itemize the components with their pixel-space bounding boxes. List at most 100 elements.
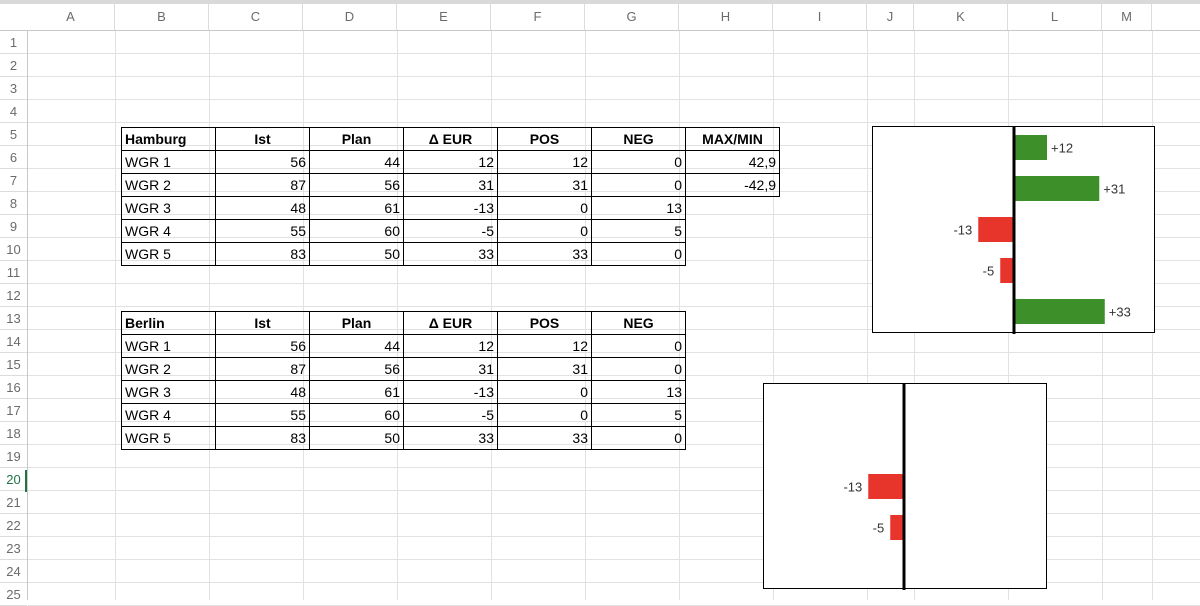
row-header-21[interactable]: 21 <box>0 491 27 514</box>
row-header-15[interactable]: 15 <box>0 353 27 376</box>
row-header-5[interactable]: 5 <box>0 123 27 146</box>
cell-min[interactable]: -42,9 <box>685 173 780 197</box>
cell-label[interactable]: WGR 5 <box>121 242 216 266</box>
header-max-min[interactable]: MAX/MIN <box>685 127 780 151</box>
empty-cell[interactable] <box>686 243 780 266</box>
cell-pos[interactable]: 31 <box>497 357 592 381</box>
cell-pos[interactable]: 0 <box>497 196 592 220</box>
column-header-a[interactable]: A <box>27 4 115 30</box>
cell-delta-eur[interactable]: 12 <box>403 334 498 358</box>
cell-plan[interactable]: 61 <box>309 380 404 404</box>
row-header-17[interactable]: 17 <box>0 399 27 422</box>
header-delta-eur[interactable]: Δ EUR <box>403 311 498 335</box>
row-header-13[interactable]: 13 <box>0 307 27 330</box>
cell-delta-eur[interactable]: -13 <box>403 380 498 404</box>
row-header-18[interactable]: 18 <box>0 422 27 445</box>
header-plan[interactable]: Plan <box>309 311 404 335</box>
hamburg-deviation-chart[interactable]: +12 +31 -13 -5 +33 <box>872 126 1155 334</box>
empty-cell[interactable] <box>686 197 780 220</box>
cell-delta-eur[interactable]: -13 <box>403 196 498 220</box>
column-header-k[interactable]: K <box>914 4 1008 30</box>
header-ist[interactable]: Ist <box>215 127 310 151</box>
cell-label[interactable]: WGR 4 <box>121 219 216 243</box>
cell-ist[interactable]: 55 <box>215 403 310 427</box>
cell-delta-eur[interactable]: -5 <box>403 219 498 243</box>
column-header-m[interactable]: M <box>1102 4 1152 30</box>
header-plan[interactable]: Plan <box>309 127 404 151</box>
header-neg[interactable]: NEG <box>591 127 686 151</box>
cell-ist[interactable]: 56 <box>215 334 310 358</box>
cell-pos[interactable]: 12 <box>497 334 592 358</box>
cell-neg[interactable]: 13 <box>591 196 686 220</box>
cell-pos[interactable]: 12 <box>497 150 592 174</box>
row-header-19[interactable]: 19 <box>0 445 27 468</box>
cell-neg[interactable]: 0 <box>591 242 686 266</box>
cell-ist[interactable]: 48 <box>215 380 310 404</box>
cell-neg[interactable]: 0 <box>591 173 686 197</box>
row-header-7[interactable]: 7 <box>0 169 27 192</box>
row-header-23[interactable]: 23 <box>0 537 27 560</box>
column-header-i[interactable]: I <box>773 4 867 30</box>
cell-label[interactable]: WGR 2 <box>121 357 216 381</box>
cell-label[interactable]: WGR 5 <box>121 426 216 450</box>
column-header-c[interactable]: C <box>209 4 303 30</box>
cell-neg[interactable]: 0 <box>591 426 686 450</box>
cell-label[interactable]: WGR 1 <box>121 150 216 174</box>
row-header-24[interactable]: 24 <box>0 560 27 583</box>
cell-delta-eur[interactable]: 33 <box>403 242 498 266</box>
cell-pos[interactable]: 33 <box>497 242 592 266</box>
cell-pos[interactable]: 33 <box>497 426 592 450</box>
cell-plan[interactable]: 60 <box>309 403 404 427</box>
header-ist[interactable]: Ist <box>215 311 310 335</box>
row-header-14[interactable]: 14 <box>0 330 27 353</box>
row-header-25[interactable]: 25 <box>0 583 27 606</box>
table-title-hamburg[interactable]: Hamburg <box>121 127 216 151</box>
cell-plan[interactable]: 50 <box>309 242 404 266</box>
cell-ist[interactable]: 87 <box>215 173 310 197</box>
cell-ist[interactable]: 87 <box>215 357 310 381</box>
header-pos[interactable]: POS <box>497 127 592 151</box>
row-header-6[interactable]: 6 <box>0 146 27 169</box>
row-header-22[interactable]: 22 <box>0 514 27 537</box>
column-header-f[interactable]: F <box>491 4 585 30</box>
row-header-12[interactable]: 12 <box>0 284 27 307</box>
cell-plan[interactable]: 61 <box>309 196 404 220</box>
column-header-b[interactable]: B <box>115 4 209 30</box>
row-header-9[interactable]: 9 <box>0 215 27 238</box>
row-header-11[interactable]: 11 <box>0 261 27 284</box>
cell-delta-eur[interactable]: 33 <box>403 426 498 450</box>
cell-pos[interactable]: 0 <box>497 219 592 243</box>
column-header-g[interactable]: G <box>585 4 679 30</box>
row-header-4[interactable]: 4 <box>0 100 27 123</box>
cell-ist[interactable]: 83 <box>215 242 310 266</box>
header-neg[interactable]: NEG <box>591 311 686 335</box>
cell-pos[interactable]: 0 <box>497 380 592 404</box>
row-header-8[interactable]: 8 <box>0 192 27 215</box>
cell-delta-eur[interactable]: 12 <box>403 150 498 174</box>
cell-plan[interactable]: 44 <box>309 334 404 358</box>
cell-neg[interactable]: 0 <box>591 357 686 381</box>
cell-max[interactable]: 42,9 <box>685 150 780 174</box>
cell-label[interactable]: WGR 1 <box>121 334 216 358</box>
cell-label[interactable]: WGR 2 <box>121 173 216 197</box>
cell-ist[interactable]: 48 <box>215 196 310 220</box>
cell-ist[interactable]: 55 <box>215 219 310 243</box>
row-header-2[interactable]: 2 <box>0 54 27 77</box>
cell-label[interactable]: WGR 3 <box>121 380 216 404</box>
table-title-berlin[interactable]: Berlin <box>121 311 216 335</box>
cell-label[interactable]: WGR 3 <box>121 196 216 220</box>
cell-plan[interactable]: 60 <box>309 219 404 243</box>
column-header-d[interactable]: D <box>303 4 397 30</box>
row-header-1[interactable]: 1 <box>0 31 27 54</box>
cell-delta-eur[interactable]: 31 <box>403 173 498 197</box>
cell-delta-eur[interactable]: 31 <box>403 357 498 381</box>
cell-label[interactable]: WGR 4 <box>121 403 216 427</box>
cell-pos[interactable]: 0 <box>497 403 592 427</box>
cell-ist[interactable]: 56 <box>215 150 310 174</box>
column-header-h[interactable]: H <box>679 4 773 30</box>
berlin-deviation-chart[interactable]: -13 -5 <box>763 383 1047 590</box>
row-header-10[interactable]: 10 <box>0 238 27 261</box>
row-header-3[interactable]: 3 <box>0 77 27 100</box>
header-pos[interactable]: POS <box>497 311 592 335</box>
cell-neg[interactable]: 13 <box>591 380 686 404</box>
